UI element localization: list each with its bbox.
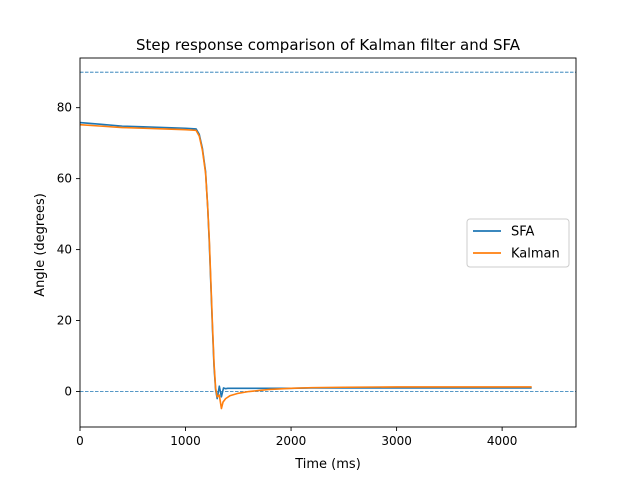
y-tick-label: 80 xyxy=(57,101,72,115)
legend: SFA Kalman xyxy=(466,218,570,268)
y-tick-label: 0 xyxy=(64,385,72,399)
x-tick-label: 3000 xyxy=(381,434,412,448)
y-tick-label: 20 xyxy=(57,314,72,328)
series-line-kalman xyxy=(79,123,532,410)
series-line-sfa xyxy=(79,121,532,400)
legend-label-kalman: Kalman xyxy=(511,247,560,262)
y-tick-label: 40 xyxy=(57,243,72,257)
x-tick-label: 1000 xyxy=(170,434,201,448)
plot-area: 0 1000 2000 3000 4000 0 20 40 60 80 xyxy=(57,57,577,448)
x-tick-label: 4000 xyxy=(487,434,518,448)
y-axis-label: Angle (degrees) xyxy=(33,193,48,297)
legend-label-sfa: SFA xyxy=(511,225,535,240)
chart-title: Step response comparison of Kalman filte… xyxy=(136,36,521,54)
x-tick-label: 0 xyxy=(76,434,84,448)
axes-frame xyxy=(79,57,577,428)
y-tick-label: 60 xyxy=(57,172,72,186)
x-tick-label: 2000 xyxy=(276,434,307,448)
x-axis-label: Time (ms) xyxy=(294,457,361,472)
